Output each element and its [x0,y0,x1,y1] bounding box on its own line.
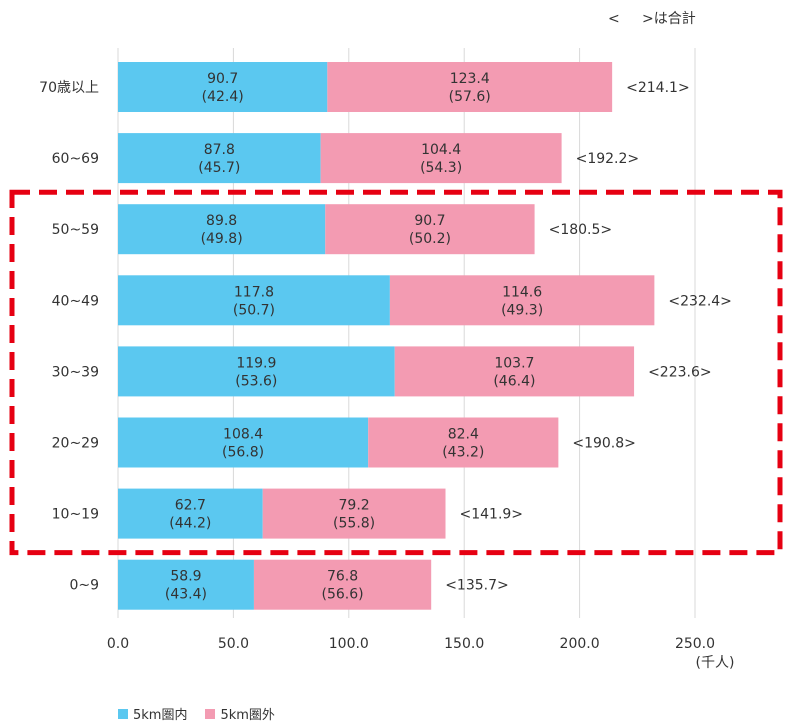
data-label-outside-percent: (54.3) [420,160,462,176]
data-label-outside-value: 104.4 [421,142,461,158]
data-label-outside-value: 123.4 [450,71,490,87]
data-label-outside-value: 103.7 [494,355,534,371]
data-label-inside-value: 119.9 [236,355,276,371]
data-label-outside-percent: (57.6) [449,89,491,105]
x-tick-label: 200.0 [560,636,600,652]
legend-item-inside: 5km圏内 [118,704,187,723]
data-label-inside-value: 117.8 [234,284,274,300]
category-label: 60~69 [52,151,99,167]
bar-outside [262,488,446,539]
bar-inside [118,488,263,539]
bar-outside [389,275,655,326]
legend-swatch-outside [205,708,216,719]
data-label-outside-percent: (49.3) [501,302,543,318]
data-label-outside-value: 90.7 [414,213,445,229]
total-label: <141.9> [460,507,524,523]
bar-outside [368,417,559,468]
total-label: <214.1> [626,80,690,96]
total-label: <223.6> [648,364,712,380]
bar-outside [394,346,635,397]
x-unit-label: (千人) [696,655,735,671]
total-note: < >は合計 [608,11,696,27]
legend-swatch-inside [118,708,128,719]
data-label-outside-percent: (43.2) [442,445,484,461]
data-label-inside-percent: (43.4) [165,587,207,603]
category-label: 40~49 [52,293,99,309]
x-tick-label: 150.0 [444,636,484,652]
bar-inside [118,133,321,184]
bar-inside [118,275,390,326]
data-label-inside-percent: (49.8) [201,231,243,247]
highlight-box [9,189,783,556]
category-label: 30~39 [52,364,99,380]
bar-inside [118,204,326,255]
data-label-outside-percent: (56.6) [322,587,364,603]
data-label-inside-value: 58.9 [170,569,201,585]
legend-item-outside: 5km圏外 [205,704,275,723]
legend-label-outside: 5km圏外 [220,708,275,723]
data-label-inside-value: 89.8 [206,213,237,229]
data-label-inside-value: 62.7 [175,498,206,514]
data-label-outside-percent: (55.8) [333,516,375,532]
total-label: <232.4> [668,293,732,309]
data-label-outside-value: 82.4 [448,427,479,443]
data-label-outside-value: 76.8 [327,569,358,585]
bar-inside [118,346,395,397]
category-label: 50~59 [52,222,99,238]
category-label: 0~9 [69,578,99,594]
x-tick-label: 0.0 [107,636,129,652]
legend: 5km圏内 5km圏外 [118,704,275,723]
data-label-outside-percent: (50.2) [409,231,451,247]
data-label-inside-percent: (50.7) [233,302,275,318]
total-label: <180.5> [549,222,613,238]
x-tick-label: 50.0 [218,636,249,652]
data-label-outside-value: 79.2 [339,498,370,514]
bar-inside [118,559,254,610]
category-label: 70歳以上 [39,80,99,96]
data-label-inside-percent: (56.8) [222,445,264,461]
bar-inside [118,62,328,112]
bar-outside [325,204,535,255]
category-label: 20~29 [52,436,99,452]
legend-label-inside: 5km圏内 [133,708,188,723]
total-label: <190.8> [572,436,636,452]
data-label-inside-percent: (45.7) [198,160,240,176]
data-label-outside-percent: (46.4) [493,373,535,389]
bar-outside [253,559,432,610]
x-tick-label: 250.0 [675,636,715,652]
category-label: 10~19 [52,507,99,523]
bar-outside [327,62,613,112]
data-label-inside-value: 87.8 [204,142,235,158]
data-label-inside-percent: (42.4) [202,89,244,105]
chart: 70歳以上 90.7 (42.4) 123.4 (57.6) <214.1> 60~69 87… [9,48,783,671]
bar-inside [118,417,369,468]
data-label-outside-value: 114.6 [502,284,542,300]
data-label-inside-percent: (44.2) [169,516,211,532]
bar-outside [320,133,562,184]
total-label: <135.7> [445,578,509,594]
total-label: <192.2> [576,151,640,167]
data-label-inside-value: 90.7 [207,71,238,87]
data-label-inside-percent: (53.6) [235,373,277,389]
x-tick-label: 100.0 [329,636,369,652]
data-label-inside-value: 108.4 [223,427,263,443]
